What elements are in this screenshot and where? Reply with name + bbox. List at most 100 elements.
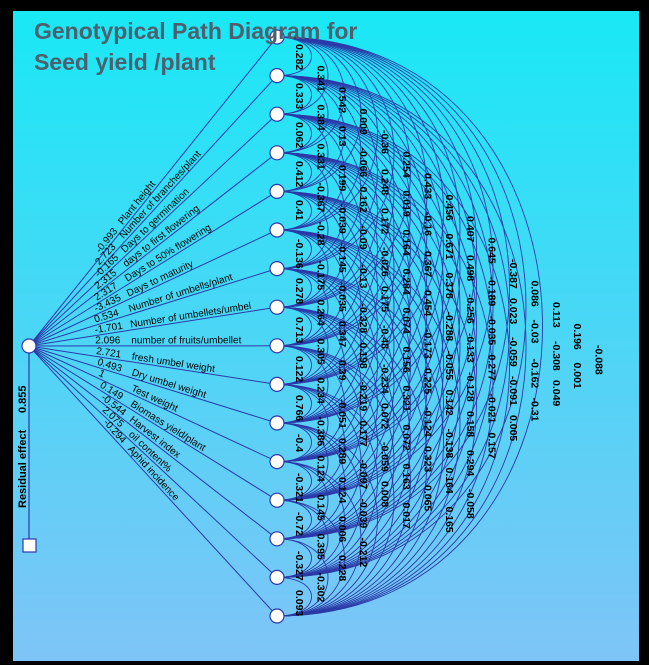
direct-effect-line — [28, 345, 278, 617]
correlation-value: 0.248 — [379, 169, 391, 195]
correlation-value: 0.367 — [421, 251, 433, 277]
correlation-arc — [276, 422, 329, 501]
correlation-value: -0.133 — [464, 333, 476, 363]
correlation-value: 0.156 — [400, 347, 412, 373]
diagram-title-line1: Genotypical Path Diagram for — [34, 18, 357, 44]
correlation-value: -0.308 — [550, 341, 562, 371]
correlation-value: 0.164 — [443, 468, 455, 494]
correlation-arc — [276, 75, 362, 231]
correlation-value: -0.039 — [357, 499, 369, 529]
correlation-value: 0.124 — [336, 477, 348, 503]
correlation-arc — [276, 190, 477, 617]
correlation-value: 0.163 — [400, 464, 412, 490]
correlation-arc — [276, 36, 543, 617]
direct-effect-line — [28, 306, 278, 347]
correlation-value: 0.175 — [379, 286, 391, 312]
correlation-arc — [276, 75, 510, 578]
trait-nodes — [269, 29, 285, 624]
correlation-value: -0.367 — [314, 183, 326, 213]
correlation-value: 0.074 — [400, 308, 412, 334]
trait-node — [269, 569, 285, 586]
correlation-value: -0.039 — [336, 204, 348, 234]
correlation-arc — [276, 113, 395, 347]
correlation-arc — [276, 268, 378, 463]
trait-node — [269, 454, 285, 470]
correlation-value: 0.065 — [421, 485, 433, 511]
correlation-arc — [276, 36, 510, 540]
direct-effect-value: 2.096 — [95, 335, 120, 346]
correlation-value: 0.145 — [314, 495, 326, 521]
correlation-value: -0.13 — [357, 265, 369, 289]
trait-node — [269, 183, 285, 199]
correlation-value: 0.277 — [486, 355, 498, 381]
correlation-arc — [276, 36, 362, 192]
correlation-value: 0.122 — [293, 356, 305, 382]
trait-node — [269, 492, 285, 508]
correlation-arc — [276, 113, 362, 270]
correlation-arc — [276, 36, 461, 424]
correlation-value: 0.407 — [464, 216, 476, 242]
direct-effect-line — [28, 152, 278, 347]
correlation-arc — [276, 268, 345, 385]
correlation-value: -0.035 — [486, 316, 498, 346]
correlation-value: -0.03 — [528, 320, 540, 344]
correlation-value: 0.282 — [293, 44, 305, 70]
correlation-arc — [276, 190, 345, 308]
correlation-value: -0.212 — [357, 538, 369, 568]
correlation-value: 0.289 — [336, 438, 348, 464]
correlation-arc — [276, 461, 329, 540]
correlation-value: 0.254 — [400, 152, 412, 178]
correlation-value: 0.395 — [314, 534, 326, 560]
correlation-arc — [276, 345, 378, 540]
trait-node — [269, 338, 285, 354]
correlation-value: -0.302 — [314, 573, 326, 603]
correlation-value: 0.321 — [400, 386, 412, 412]
correlation-value: -0.035 — [336, 282, 348, 312]
correlation-arc — [276, 190, 395, 424]
correlation-value: 0.177 — [357, 421, 369, 447]
correlation-arc — [276, 190, 444, 540]
correlation-arc — [276, 75, 461, 463]
correlation-arc — [276, 75, 329, 154]
correlation-value: 0.284 — [400, 269, 412, 295]
trait-name: number of fruits/umbellet — [131, 335, 241, 346]
correlation-value: 0.347 — [336, 321, 348, 347]
direct-effect-value: -1.701 — [94, 321, 124, 336]
correlation-arc — [276, 383, 395, 617]
correlation-value: 0.13 — [336, 126, 348, 147]
correlation-arc — [276, 36, 395, 270]
correlation-value: -0.066 — [357, 148, 369, 178]
correlation-arc — [276, 229, 329, 308]
correlation-arc — [276, 113, 510, 617]
correlation-arc — [276, 499, 329, 578]
correlation-arc — [276, 422, 362, 578]
correlation-value: 0.234 — [314, 378, 326, 404]
correlation-arc — [276, 152, 477, 578]
correlation-value: -0.145 — [336, 243, 348, 273]
correlation-arc — [276, 306, 345, 424]
correlation-value: 0.157 — [486, 433, 498, 459]
correlation-arc — [276, 36, 345, 154]
correlation-arc — [276, 229, 362, 385]
residual-value: 0.855 — [17, 385, 29, 413]
trait-node — [269, 67, 285, 84]
correlation-value: -0.051 — [336, 399, 348, 429]
correlation-arc — [276, 152, 395, 385]
correlation-value: -0.328 — [357, 304, 369, 334]
correlation-value: 0.072 — [400, 425, 412, 451]
correlation-arc — [276, 268, 362, 424]
correlation-value: 0.766 — [293, 395, 305, 421]
correlation-arc — [276, 422, 345, 540]
correlation-value: 0.456 — [443, 195, 455, 221]
correlation-value: 0.006 — [336, 516, 348, 542]
correlation-value: 0.294 — [464, 450, 476, 476]
correlation-value: 0.433 — [421, 173, 433, 199]
correlation-value: 0.39 — [336, 360, 348, 381]
correlation-arc — [276, 75, 477, 501]
correlation-value: -0.16 — [421, 212, 433, 236]
correlation-arc — [276, 152, 444, 501]
correlation-arc — [276, 268, 329, 347]
correlation-arc — [276, 75, 345, 192]
correlation-value: -0.091 — [507, 376, 519, 406]
